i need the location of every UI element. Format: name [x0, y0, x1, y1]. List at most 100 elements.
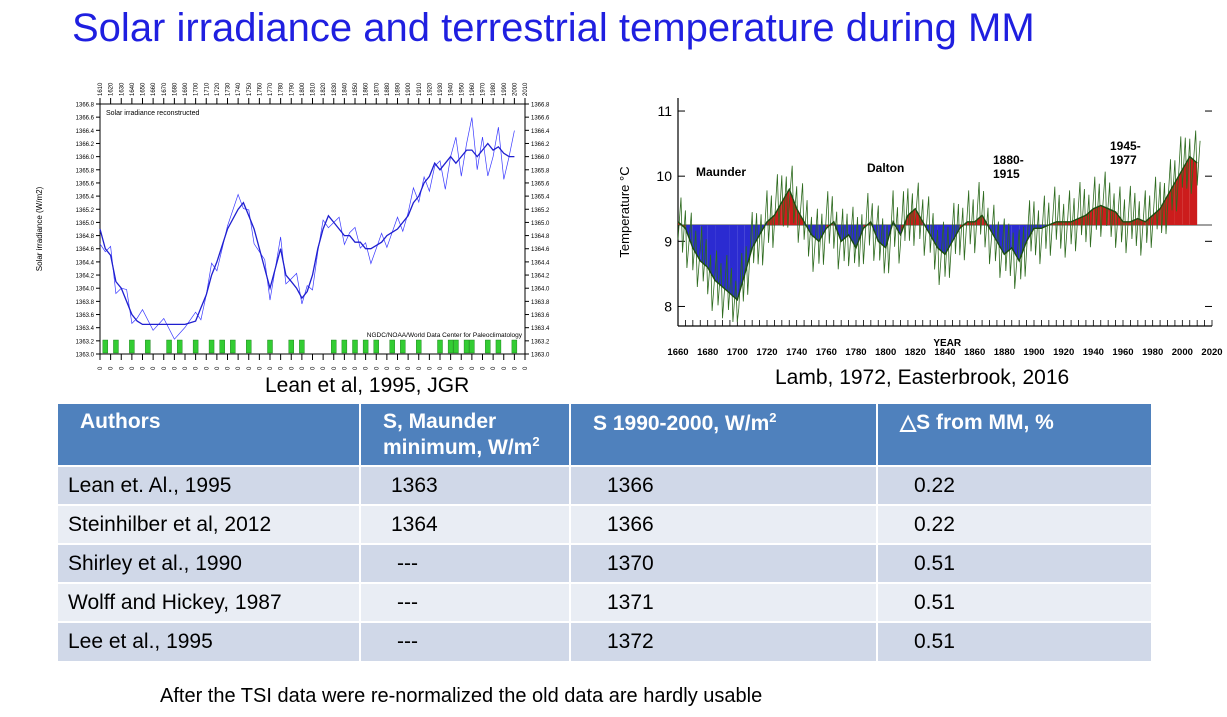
sunspot-bar — [485, 339, 491, 354]
x-tick-label: 1830 — [332, 82, 338, 96]
x-tick-label: 1760 — [257, 82, 263, 96]
x-tick-label: 1930 — [438, 82, 444, 96]
y-tick-label: 1366.0 — [76, 155, 95, 161]
smoothed-temperature-line — [677, 155, 1198, 302]
x-tick-label: 1610 — [98, 82, 104, 96]
x-tick-label: 1710 — [204, 82, 210, 96]
annotation-1880-1915: 1880- — [993, 153, 1024, 167]
x-tick-label: 1680 — [172, 82, 178, 96]
y-tick-label: 1366.2 — [531, 142, 550, 148]
warm-anomaly-area — [967, 221, 975, 226]
x-tick-label: 1870 — [374, 366, 380, 370]
y-tick-label: 1366.6 — [531, 116, 550, 122]
x-tick-label: 1670 — [162, 82, 168, 96]
x-tick-label: 1900 — [406, 82, 412, 96]
chart-title: Solar irradiance reconstructed — [106, 110, 199, 117]
x-tick-label: 1750 — [247, 82, 253, 96]
cell-author: Shirley et al., 1990 — [58, 543, 361, 583]
annotation-dalton: Dalton — [867, 161, 904, 175]
y-tick-label: 1366.4 — [531, 129, 550, 135]
x-tick-label: 1960 — [470, 366, 476, 370]
x-tick-label: 1840 — [342, 366, 348, 370]
sunspot-bar — [373, 339, 379, 354]
irradiance-smoothed-line — [99, 142, 515, 326]
cell-s-modern: 1372 — [570, 621, 878, 661]
cell-s-mm: --- — [360, 582, 571, 622]
y-tick-label: 1365.8 — [531, 168, 550, 174]
table-row: Lee et al., 1995 --- 1372 0.51 — [58, 621, 1151, 661]
cell-s-mm: 1364 — [360, 504, 571, 544]
y-tick-label: 1365.4 — [76, 195, 95, 201]
sunspot-bar — [166, 339, 172, 354]
x-tick-label: 1760 — [816, 347, 837, 358]
header-authors: Authors — [58, 404, 361, 466]
x-tick-label: 1860 — [964, 347, 985, 358]
sunspot-bar — [400, 339, 406, 354]
x-tick-label: 1630 — [119, 82, 125, 96]
x-tick-label: 1730 — [226, 366, 232, 370]
x-tick-label: 1740 — [236, 366, 242, 370]
x-tick-label: 1680 — [697, 347, 718, 358]
x-tick-label: 1820 — [321, 366, 327, 370]
cold-anomaly-area — [811, 225, 819, 242]
plot-frame — [99, 103, 526, 355]
cell-author: Lee et al., 1995 — [58, 621, 361, 661]
y-tick-label: 9 — [664, 233, 672, 249]
sunspot-bar — [176, 339, 183, 354]
table-row: Lean et. Al., 1995 1363 1366 0.22 — [58, 465, 1151, 505]
x-tick-label: 1610 — [98, 366, 104, 370]
x-axis-label: YEAR — [933, 338, 962, 349]
y-axis-label: Temperature °C — [617, 166, 632, 257]
cell-s-mm: --- — [360, 543, 571, 583]
x-tick-label: 1950 — [459, 366, 465, 370]
cell-s-mm: 1363 — [360, 465, 571, 505]
x-tick-label: 1760 — [257, 366, 263, 370]
cell-author: Wolff and Hickey, 1987 — [58, 582, 361, 622]
x-tick-label: 1750 — [247, 366, 253, 370]
sunspot-bar — [102, 339, 109, 354]
y-tick-label: 1366.2 — [76, 142, 95, 148]
y-tick-label: 1363.2 — [531, 339, 550, 345]
x-tick-label: 1960 — [1112, 347, 1133, 358]
cell-delta: 0.51 — [877, 543, 1151, 583]
x-tick-label: 1960 — [470, 82, 476, 96]
x-tick-label: 1790 — [289, 366, 295, 370]
sunspot-bar — [230, 339, 236, 354]
x-tick-label: 1920 — [1053, 347, 1074, 358]
x-tick-label: 1810 — [311, 366, 317, 370]
x-tick-label: 1740 — [786, 347, 807, 358]
x-tick-label: 1710 — [204, 366, 210, 370]
solar-irradiance-chart: 1363.0 1363.0 1363.2 1363.2 1363.4 1363.4 1363… — [35, 82, 550, 370]
x-tick-label: 1780 — [845, 347, 866, 358]
cell-author: Steinhilber et al, 2012 — [58, 504, 361, 544]
x-tick-label: 1700 — [194, 366, 200, 370]
y-tick-label: 11 — [657, 103, 672, 119]
x-tick-label: 1920 — [427, 366, 433, 370]
annotation-1945-1977: 1977 — [1110, 153, 1137, 167]
y-tick-label: 1363.2 — [76, 339, 95, 345]
y-tick-label: 1364.6 — [531, 247, 550, 253]
x-tick-label: 1850 — [353, 82, 359, 96]
temperature-chart-caption: Lamb, 1972, Easterbrook, 2016 — [775, 366, 1070, 389]
x-tick-label: 1900 — [406, 366, 412, 370]
y-tick-label: 1363.8 — [531, 300, 550, 306]
solar-chart-caption: Lean et al, 1995, JGR — [265, 374, 470, 397]
sunspot-bar — [331, 339, 337, 354]
x-tick-label: 2000 — [512, 82, 518, 96]
y-tick-label: 10 — [656, 168, 672, 184]
x-tick-label: 2000 — [512, 366, 518, 370]
x-tick-label: 1660 — [151, 82, 157, 96]
y-tick-label: 1364.4 — [531, 260, 550, 266]
cell-s-modern: 1371 — [570, 582, 878, 622]
y-tick-label: 1366.8 — [531, 103, 550, 109]
sunspot-bar — [113, 339, 119, 354]
page-title: Solar irradiance and terrestrial tempera… — [72, 6, 1035, 50]
x-tick-label: 1820 — [905, 347, 926, 358]
y-tick-label: 1364.2 — [531, 274, 550, 280]
x-tick-label: 1840 — [342, 82, 348, 96]
chart-credit: NGDC/NOAA/World Data Center for Paleocli… — [367, 332, 523, 339]
x-tick-label: 1970 — [481, 366, 487, 370]
x-tick-label: 1780 — [279, 366, 285, 370]
temperature-chart: 8 9 10 11 1660 1680 1700 1720 1740 1760 1780 1800 18… — [617, 98, 1223, 358]
x-tick-label: 1640 — [130, 82, 136, 96]
